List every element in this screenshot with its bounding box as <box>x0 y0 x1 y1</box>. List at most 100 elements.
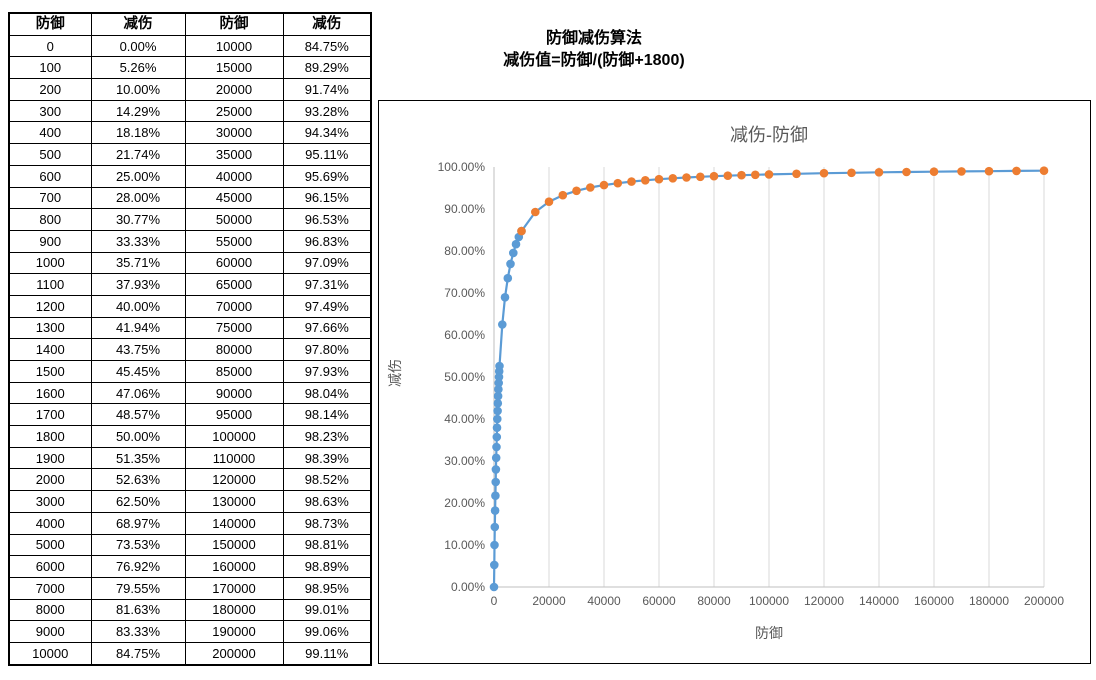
data-point <box>902 167 911 177</box>
table-row: 1900 51.35% 110000 98.39% <box>8 446 372 470</box>
svg-text:50.00%: 50.00% <box>444 370 485 384</box>
table-row: 1600 47.06% 90000 98.04% <box>8 381 372 405</box>
table-cell: 1500 <box>8 360 92 383</box>
table-row: 1200 40.00% 70000 97.49% <box>8 294 372 318</box>
data-point <box>599 180 609 190</box>
svg-text:160000: 160000 <box>914 594 954 608</box>
data-point <box>506 259 515 269</box>
data-point <box>490 540 499 550</box>
svg-text:30.00%: 30.00% <box>444 454 485 468</box>
series-high-defense-markers <box>517 166 1049 236</box>
table-cell: 97.66% <box>282 316 372 340</box>
table-cell: 900 <box>8 229 92 253</box>
table-cell: 80000 <box>184 338 284 361</box>
table-row: 800 30.77% 50000 96.53% <box>8 208 372 231</box>
table-cell: 9000 <box>8 620 92 643</box>
table-cell: 51.35% <box>90 446 186 470</box>
formula-text: 减伤值=防御/(防御+1800) <box>503 52 685 69</box>
svg-text:0: 0 <box>491 594 498 608</box>
svg-text:60000: 60000 <box>642 594 676 608</box>
table-cell: 3000 <box>8 490 92 513</box>
table-cell: 95000 <box>184 403 284 427</box>
table-row: 300 14.29% 25000 93.28% <box>8 99 372 123</box>
table-cell: 1900 <box>8 446 92 470</box>
svg-text:40.00%: 40.00% <box>444 412 485 426</box>
data-point <box>627 177 636 186</box>
table-cell: 52.63% <box>90 468 186 492</box>
table-cell: 5.26% <box>90 56 186 80</box>
data-point <box>493 399 503 408</box>
table-cell: 33.33% <box>90 229 186 253</box>
table-row: 900 33.33% 55000 96.83% <box>8 229 372 253</box>
table-cell: 45.45% <box>90 360 186 383</box>
table-cell: 20000 <box>184 78 284 101</box>
data-point <box>1039 166 1049 175</box>
data-point <box>819 168 829 178</box>
table-cell: 91.74% <box>282 78 372 101</box>
table-cell: 43.75% <box>90 338 186 361</box>
table-cell: 300 <box>8 99 92 123</box>
table-row: 7000 79.55% 170000 98.95% <box>8 576 372 600</box>
svg-text:200000: 200000 <box>1024 594 1064 608</box>
table-cell: 40.00% <box>90 294 186 318</box>
table-cell: 45000 <box>184 186 284 210</box>
table-cell: 1200 <box>8 294 92 318</box>
svg-text:40000: 40000 <box>587 594 621 608</box>
table-row: 3000 62.50% 130000 98.63% <box>8 490 372 513</box>
table-cell: 30000 <box>184 121 284 145</box>
data-point <box>613 178 623 188</box>
table-cell: 98.81% <box>282 533 372 557</box>
table-row: 1800 50.00% 100000 98.23% <box>8 425 372 448</box>
table-cell: 160000 <box>184 555 284 578</box>
data-point <box>490 506 500 515</box>
data-point <box>641 176 650 185</box>
data-point <box>498 320 507 329</box>
table-row: 0 0.00% 10000 84.75% <box>8 34 372 58</box>
data-point <box>847 168 856 178</box>
table-cell: 93.28% <box>282 99 372 123</box>
table-cell: 140000 <box>184 511 284 535</box>
table-cell: 5000 <box>8 533 92 557</box>
table-cell: 41.94% <box>90 316 186 340</box>
table-cell: 400 <box>8 121 92 145</box>
table-cell: 15000 <box>184 56 284 80</box>
data-point <box>493 391 503 401</box>
data-point <box>491 491 500 501</box>
table-cell: 99.01% <box>282 598 372 622</box>
data-point <box>737 170 746 180</box>
table-row: 600 25.00% 40000 95.69% <box>8 164 372 188</box>
table-cell: 95.11% <box>282 143 372 166</box>
table-cell: 130000 <box>184 490 284 513</box>
table-cell: 55000 <box>184 229 284 253</box>
data-point <box>495 361 504 371</box>
data-point <box>558 190 568 200</box>
data-point <box>511 239 521 249</box>
table-cell: 99.11% <box>282 641 372 666</box>
svg-text:80.00%: 80.00% <box>444 244 485 258</box>
table-row: 1100 37.93% 65000 97.31% <box>8 273 372 296</box>
data-point <box>489 582 499 592</box>
table-cell: 76.92% <box>90 555 186 578</box>
table-cell: 35000 <box>184 143 284 166</box>
table-cell: 84.75% <box>90 641 186 666</box>
table-cell: 10.00% <box>90 78 186 101</box>
svg-text:180000: 180000 <box>969 594 1009 608</box>
table-cell: 1700 <box>8 403 92 427</box>
data-point <box>929 167 939 176</box>
table-cell: 99.06% <box>282 620 372 643</box>
table-cell: 0 <box>8 34 92 58</box>
table-cell: 50000 <box>184 208 284 231</box>
data-point <box>984 166 994 176</box>
table-cell: 100 <box>8 56 92 80</box>
svg-text:60.00%: 60.00% <box>444 328 485 342</box>
data-point <box>874 168 884 177</box>
table-cell: 25000 <box>184 99 284 123</box>
table-cell: 85000 <box>184 360 284 383</box>
defense-table-body: 0 0.00% 10000 84.75% 100 5.26% 15000 89.29% 200 1… <box>8 34 372 666</box>
table-cell: 96.83% <box>282 229 372 253</box>
table-cell: 97.49% <box>282 294 372 318</box>
table-cell: 25.00% <box>90 164 186 188</box>
table-cell: 97.31% <box>282 273 372 296</box>
svg-text:80000: 80000 <box>697 594 731 608</box>
